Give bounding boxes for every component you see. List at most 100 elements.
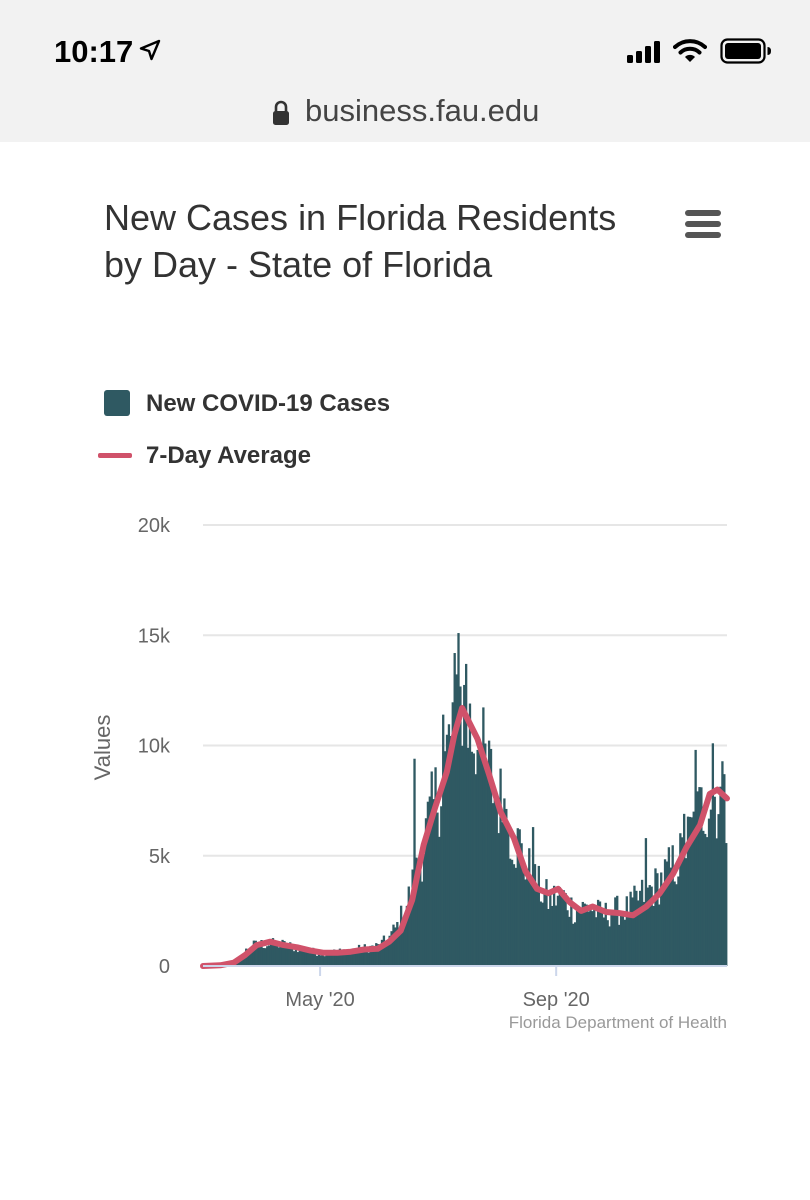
- bar-new-cases: [537, 865, 540, 966]
- bar-new-cases: [686, 816, 690, 966]
- bar-new-cases: [698, 787, 701, 966]
- bar-new-cases: [333, 949, 336, 966]
- bar-new-cases: [321, 951, 324, 966]
- bar-new-cases: [315, 955, 319, 966]
- bar-new-cases: [451, 702, 454, 966]
- bar-new-cases: [466, 747, 470, 966]
- bar-new-cases: [614, 897, 617, 966]
- bar-new-cases: [658, 904, 661, 966]
- bar-new-cases: [445, 734, 449, 966]
- bar-new-cases: [579, 913, 583, 966]
- bar-new-cases: [705, 837, 709, 966]
- bar-new-cases: [533, 864, 537, 966]
- bar-new-cases: [575, 910, 579, 966]
- bar-new-cases: [264, 948, 267, 966]
- bar-new-cases: [600, 912, 604, 966]
- browser-address-bar[interactable]: [0, 92, 810, 142]
- bar-new-cases: [273, 944, 277, 966]
- bar-new-cases: [355, 949, 359, 966]
- bar-new-cases: [396, 922, 399, 966]
- bar-new-cases: [403, 916, 407, 966]
- bar-new-cases: [386, 944, 389, 966]
- chart-context-menu-button[interactable]: [683, 208, 723, 240]
- bar-new-cases: [639, 890, 642, 966]
- y-tick-label: 15k: [138, 625, 171, 647]
- bar-new-cases: [354, 951, 357, 966]
- bar-new-cases: [650, 886, 653, 966]
- bar-new-cases: [346, 950, 349, 966]
- bar-new-cases: [629, 891, 632, 966]
- bar-new-cases: [593, 907, 596, 966]
- bar-new-cases: [543, 891, 546, 966]
- bar-new-cases: [457, 633, 460, 966]
- bar-new-cases: [306, 951, 309, 966]
- bar-new-cases: [246, 949, 250, 966]
- bar-new-cases: [719, 786, 722, 966]
- bar-new-cases: [702, 830, 705, 966]
- bar-new-cases: [568, 916, 571, 966]
- bar-new-cases: [520, 843, 523, 966]
- bar-new-cases: [598, 901, 602, 966]
- bar-new-cases: [587, 911, 590, 966]
- bar-new-cases: [342, 949, 345, 966]
- bar-new-cases: [623, 919, 627, 966]
- legend-swatch-7day-average: [98, 453, 132, 458]
- bar-new-cases: [463, 684, 466, 966]
- bar-new-cases: [384, 940, 387, 966]
- bar-new-cases: [491, 803, 495, 966]
- bar-new-cases: [539, 901, 542, 966]
- bar-new-cases: [524, 879, 527, 966]
- bar-new-cases: [474, 774, 477, 966]
- bar-new-cases: [459, 686, 462, 966]
- bar-new-cases: [241, 957, 244, 966]
- bar-new-cases: [440, 806, 443, 966]
- bar-new-cases: [248, 948, 252, 966]
- chart-title: New Cases in Florida Residents by Day - …: [104, 197, 617, 285]
- bar-new-cases: [640, 879, 644, 966]
- bar-new-cases: [277, 947, 280, 966]
- bar-new-cases: [388, 935, 391, 966]
- bar-new-cases: [392, 924, 395, 966]
- bar-new-cases: [681, 837, 684, 966]
- bar-new-cases: [723, 774, 726, 966]
- bar-new-cases: [254, 940, 257, 966]
- bar-new-cases: [369, 945, 372, 966]
- bar-new-cases: [260, 940, 263, 966]
- bar-new-cases: [654, 868, 657, 966]
- bar-new-cases: [443, 751, 447, 966]
- bar-new-cases: [516, 828, 519, 966]
- lock-icon: [273, 100, 289, 125]
- bar-new-cases: [487, 740, 491, 966]
- y-tick-label: 20k: [138, 515, 171, 537]
- bar-new-cases: [684, 858, 688, 966]
- bar-new-cases: [292, 951, 296, 966]
- bar-new-cases: [665, 861, 669, 966]
- bar-new-cases: [449, 736, 453, 966]
- bar-new-cases: [304, 951, 307, 966]
- bar-new-cases: [296, 952, 300, 966]
- battery-icon: [720, 38, 771, 64]
- bar-new-cases: [269, 943, 273, 966]
- bar-new-cases: [436, 812, 439, 966]
- bar-new-cases: [375, 943, 378, 966]
- x-tick-label: Sep '20: [523, 989, 590, 1011]
- browser-url[interactable]: business.fau.edu: [305, 93, 540, 128]
- bar-new-cases: [696, 791, 699, 966]
- bar-new-cases: [380, 939, 384, 966]
- bar-new-cases: [669, 867, 672, 966]
- bar-new-cases: [287, 945, 290, 966]
- bar-new-cases: [604, 902, 607, 966]
- bar-new-cases: [325, 953, 328, 966]
- chart-credit[interactable]: Florida Department of Health: [508, 1013, 727, 1032]
- bar-new-cases: [507, 831, 510, 966]
- bar-new-cases: [336, 951, 340, 966]
- bar-new-cases: [673, 881, 676, 966]
- bar-new-cases: [281, 939, 284, 966]
- bar-new-cases: [644, 838, 648, 966]
- bar-new-cases: [660, 872, 663, 966]
- bar-new-cases: [596, 899, 600, 966]
- bar-new-cases: [627, 915, 630, 966]
- bar-new-cases: [545, 879, 548, 966]
- bar-new-cases: [382, 935, 386, 966]
